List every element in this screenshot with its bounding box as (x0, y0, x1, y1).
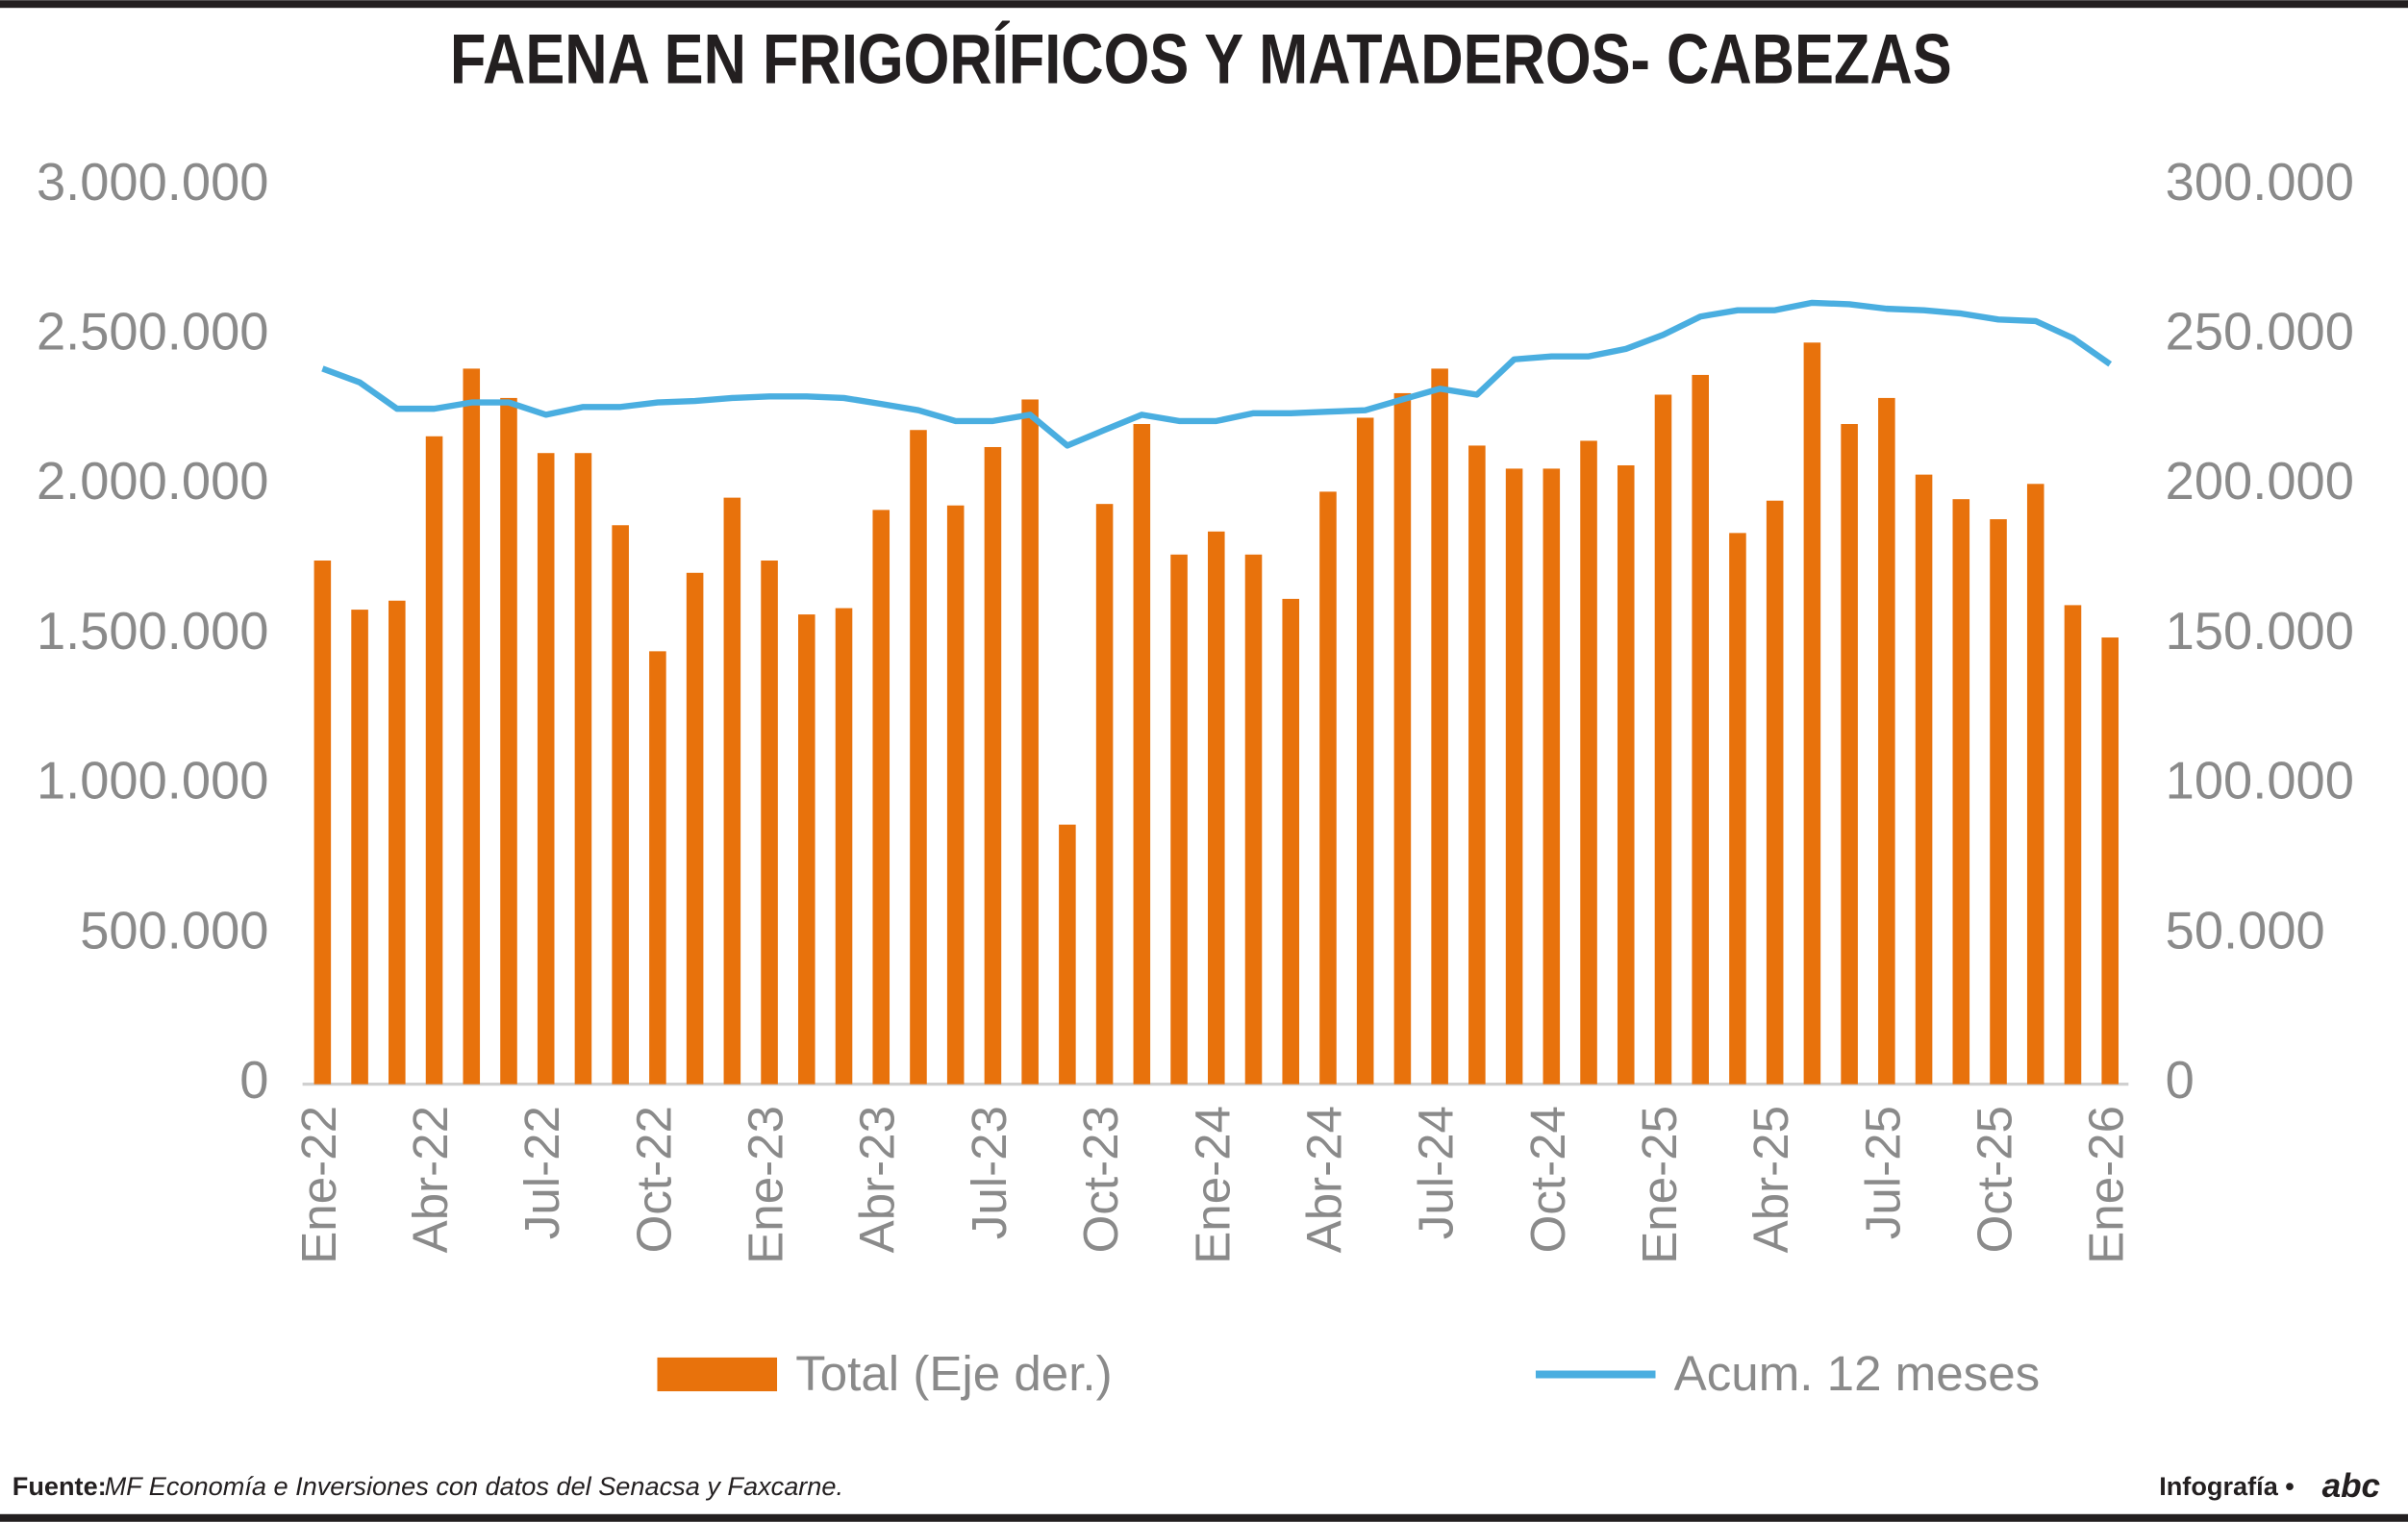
x-tick-label: Jul-22 (514, 1106, 569, 1239)
bar (1133, 424, 1151, 1085)
x-tick-label: Jul-25 (1855, 1106, 1910, 1239)
x-tick-label: Abr-23 (850, 1106, 905, 1253)
line (321, 299, 2113, 449)
x-tick-label: Ene-26 (2079, 1106, 2134, 1264)
bar (1282, 598, 1300, 1085)
x-tick-label: Abr-24 (1296, 1106, 1351, 1253)
y2-tick-label: 300.000 (2166, 153, 2354, 212)
bar (1468, 445, 1486, 1085)
y2-tick-label: 100.000 (2166, 752, 2354, 811)
y-tick-label: 3.000.000 (37, 153, 268, 212)
x-tick-label: Jul-24 (1409, 1106, 1464, 1239)
bar (1766, 500, 1784, 1085)
x-tick-label: Ene-25 (1632, 1106, 1687, 1264)
bar (984, 446, 1002, 1085)
bar (1580, 440, 1597, 1085)
y-tick-label: 2.000.000 (37, 452, 268, 511)
bar (1319, 491, 1337, 1085)
bar (1543, 468, 1561, 1085)
bar (723, 497, 741, 1085)
y-tick-label: 500.000 (80, 901, 268, 960)
bar (1841, 424, 1858, 1085)
bar (574, 453, 592, 1085)
x-tick-label: Abr-22 (403, 1106, 458, 1253)
source-label: Fuente: (13, 1471, 107, 1501)
x-tick-label: Oct-24 (1520, 1106, 1575, 1253)
bar (1692, 374, 1709, 1085)
x-tick-label: Ene-24 (1185, 1106, 1240, 1264)
bar (351, 610, 368, 1085)
bar (2101, 637, 2119, 1085)
bar (1505, 468, 1523, 1085)
bar (1393, 392, 1412, 1085)
y2-tick-label: 250.000 (2166, 302, 2354, 361)
bar (1617, 464, 1635, 1085)
bar (425, 436, 443, 1085)
bar (946, 505, 965, 1085)
bar (649, 651, 666, 1085)
bar (798, 614, 815, 1085)
bar (1878, 397, 1895, 1085)
bar (761, 561, 778, 1085)
y-tick-label: 0 (239, 1051, 268, 1110)
x-tick-label: Abr-25 (1743, 1106, 1798, 1253)
legend-label: Total (Eje der.) (795, 1346, 1112, 1401)
bar (1244, 554, 1263, 1085)
bar (1356, 417, 1374, 1085)
bar (463, 368, 481, 1085)
bar (1059, 824, 1076, 1085)
bar (872, 510, 890, 1085)
bar (1654, 394, 1672, 1085)
logo: abc (2322, 1467, 2381, 1505)
bar (1803, 342, 1821, 1085)
y2-tick-label: 150.000 (2166, 602, 2354, 661)
bar (1207, 531, 1225, 1085)
bar (1170, 554, 1188, 1085)
bar (1915, 474, 1933, 1085)
y2-tick-label: 50.000 (2166, 901, 2325, 960)
top-rule (0, 0, 2408, 9)
bar (612, 525, 629, 1085)
bar (1952, 499, 1970, 1085)
y-tick-label: 1.500.000 (37, 602, 268, 661)
source: MF Economía e Inversiones con datos del … (105, 1471, 843, 1501)
bar (1729, 533, 1746, 1085)
x-tick-label: Jul-23 (962, 1106, 1016, 1239)
x-tick-label: Oct-22 (626, 1106, 681, 1253)
bar (537, 453, 555, 1085)
bar (2026, 484, 2044, 1085)
y-tick-label: 1.000.000 (37, 752, 268, 811)
bar (1021, 399, 1039, 1085)
chart-title: FAENA EN FRIGORÍFICOS Y MATADEROS- CABEZ… (450, 20, 1952, 99)
bar (2064, 605, 2082, 1085)
bar (1990, 519, 2007, 1085)
bar (835, 608, 853, 1085)
bottom-rule (0, 1513, 2408, 1522)
bar (500, 397, 517, 1085)
bar (1431, 368, 1448, 1085)
y2-tick-label: 0 (2166, 1051, 2195, 1110)
x-tick-label: Oct-23 (1073, 1106, 1128, 1253)
credit: Infografía • (2159, 1471, 2295, 1501)
y-tick-label: 2.500.000 (37, 302, 268, 361)
bar (910, 430, 927, 1085)
x-tick-label: Oct-25 (1968, 1106, 2022, 1253)
x-tick-label: Ene-22 (291, 1106, 346, 1264)
y2-tick-label: 200.000 (2166, 452, 2354, 511)
legend-swatch (657, 1357, 778, 1392)
bar (389, 600, 406, 1085)
bar (686, 572, 704, 1085)
x-tick-label: Ene-23 (739, 1106, 793, 1264)
bar (1095, 504, 1114, 1085)
bar (314, 561, 332, 1085)
legend-label: Acum. 12 meses (1674, 1346, 2041, 1401)
